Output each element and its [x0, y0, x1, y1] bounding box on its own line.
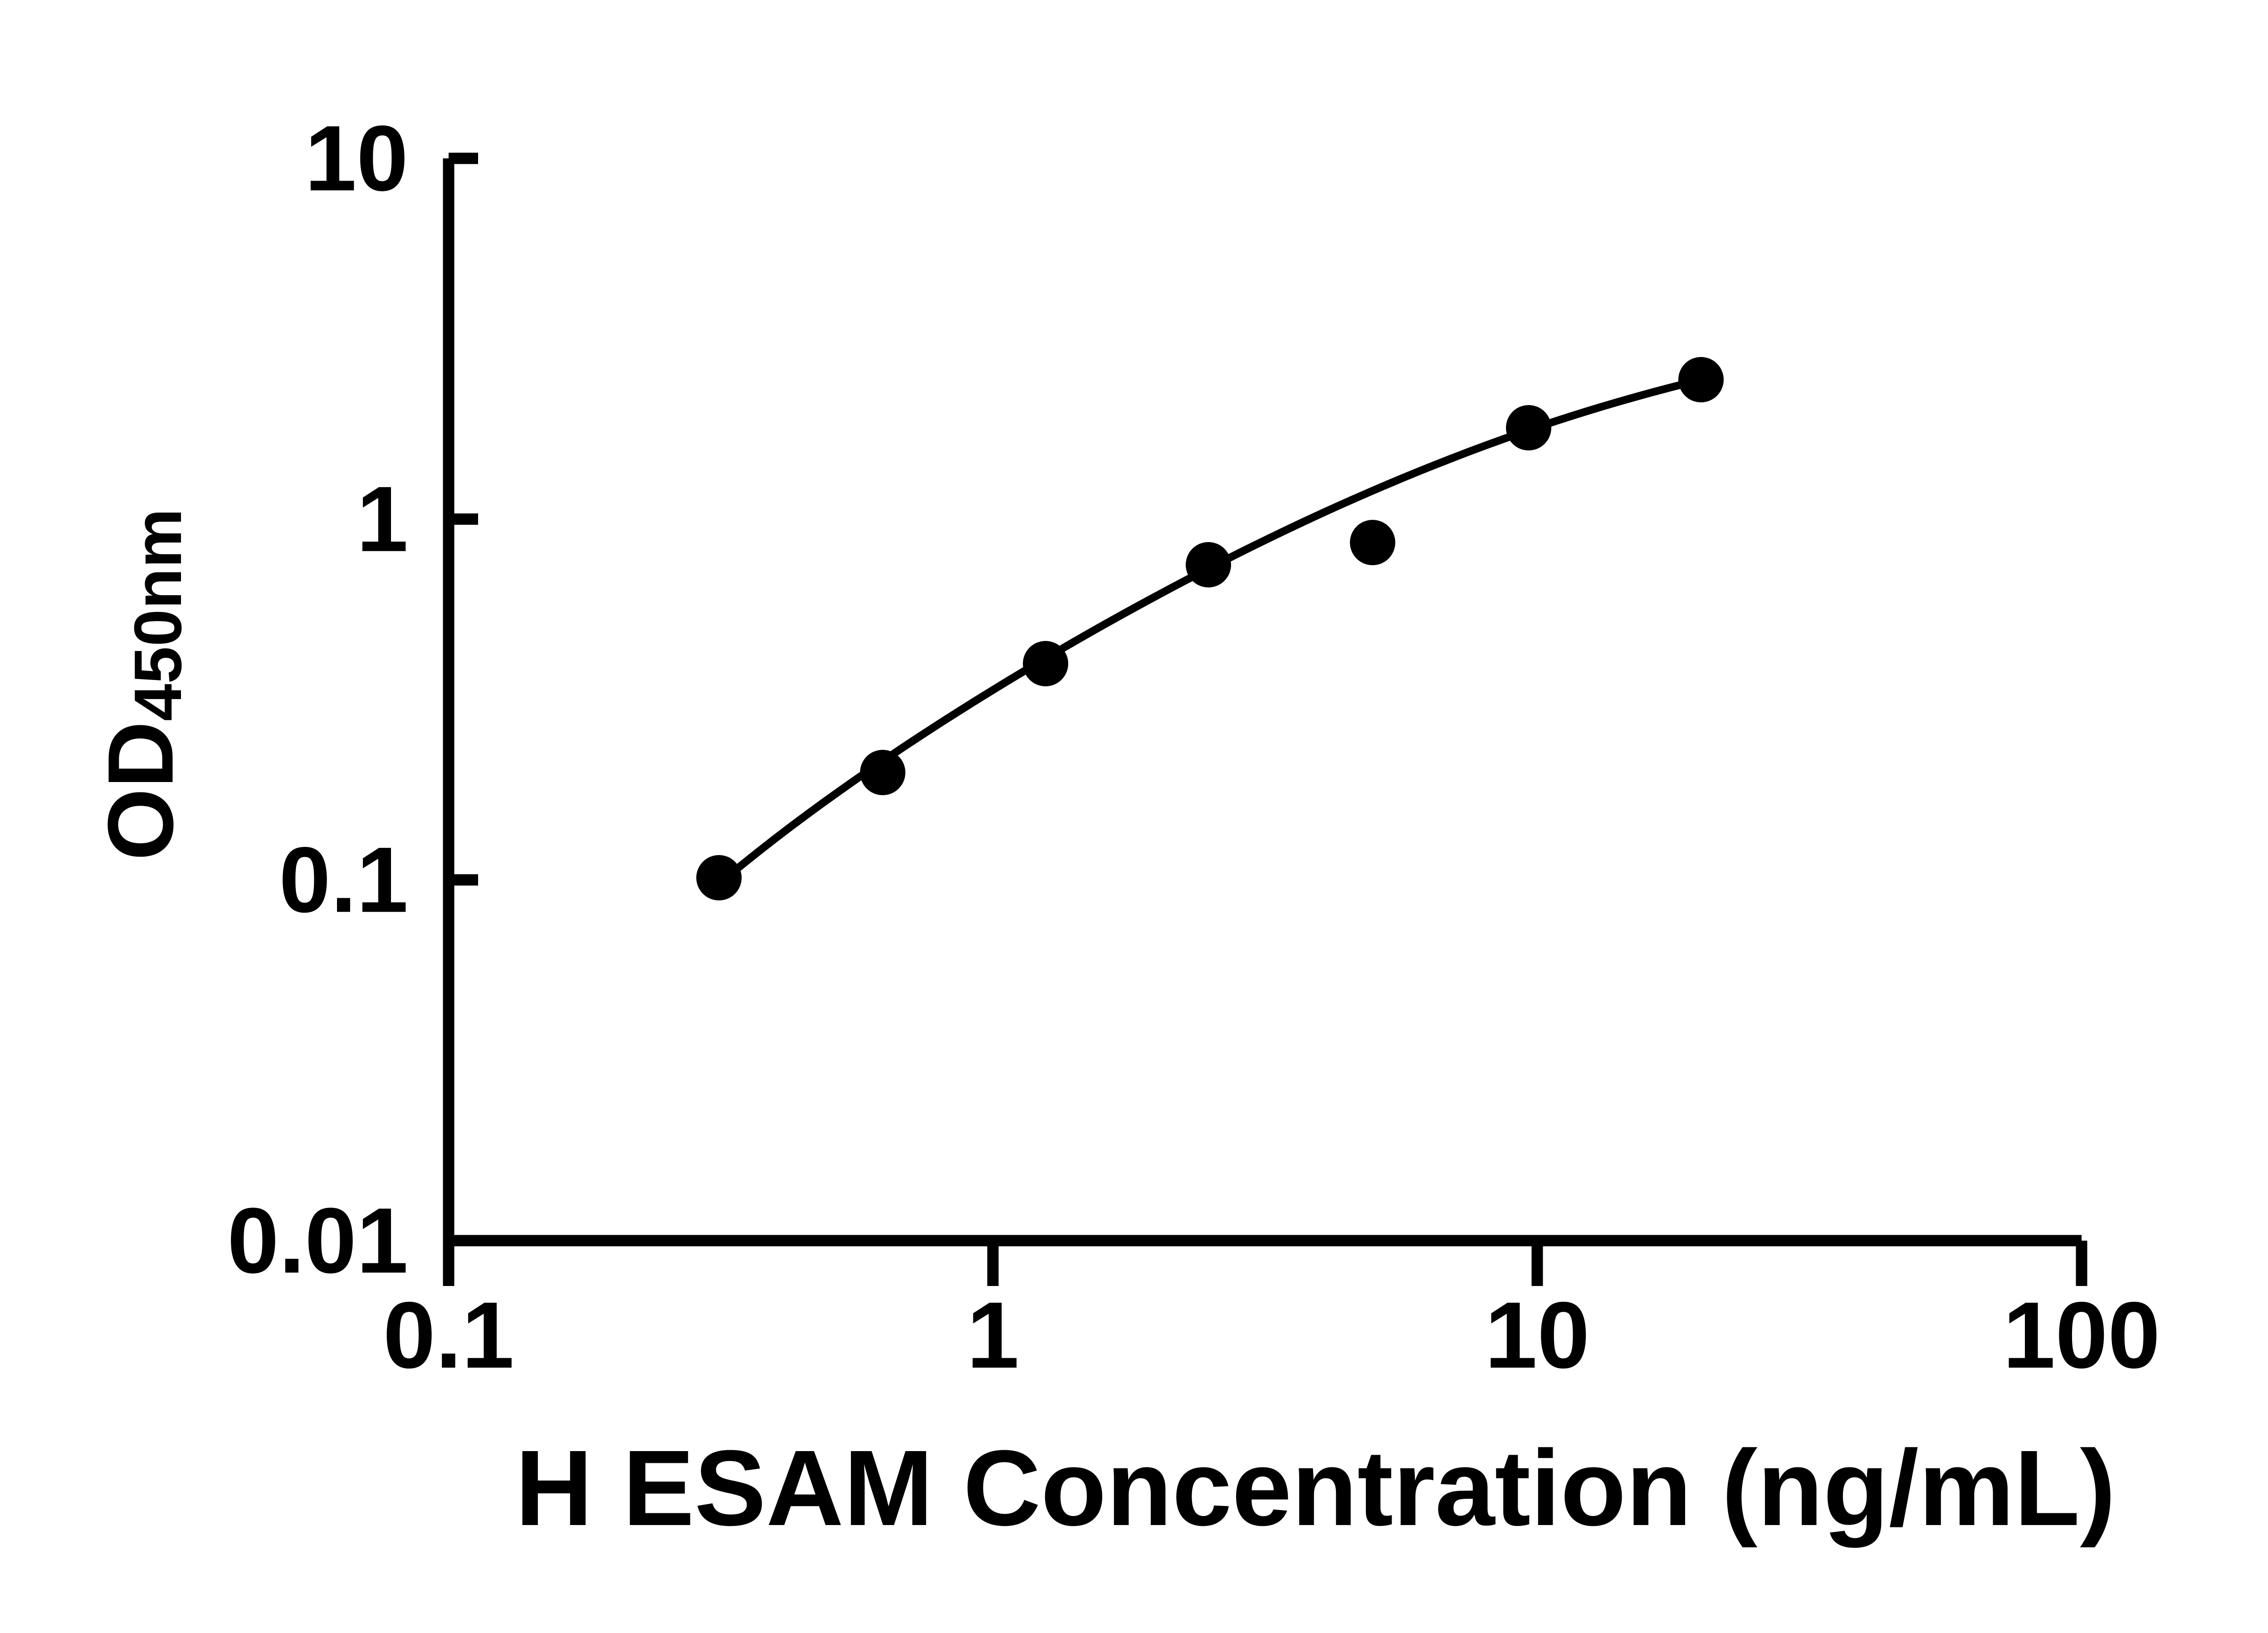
- svg-text:100: 100: [2003, 1283, 2160, 1388]
- svg-text:1: 1: [967, 1283, 1019, 1388]
- svg-text:0.1: 0.1: [383, 1283, 514, 1388]
- svg-text:1: 1: [357, 467, 408, 571]
- svg-text:0.01: 0.01: [227, 1189, 408, 1293]
- svg-text:10: 10: [1485, 1283, 1589, 1388]
- svg-text:0.1: 0.1: [279, 828, 408, 932]
- svg-text:10: 10: [305, 107, 408, 210]
- svg-text:H ESAM Concentration (ng/mL): H ESAM Concentration (ng/mL): [515, 1428, 2116, 1548]
- svg-text:OD450nm: OD450nm: [89, 508, 196, 861]
